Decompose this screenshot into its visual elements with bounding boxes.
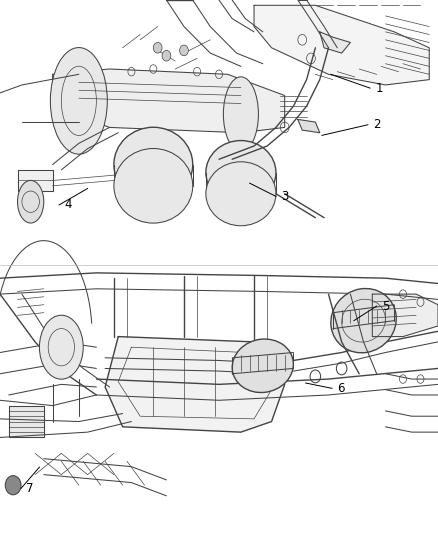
Ellipse shape [50, 47, 107, 154]
Circle shape [162, 51, 171, 61]
Text: 6: 6 [337, 382, 345, 395]
Text: 4: 4 [64, 198, 72, 212]
Text: 7: 7 [26, 482, 34, 495]
Polygon shape [298, 119, 320, 133]
Text: 5: 5 [382, 300, 389, 312]
Text: 2: 2 [373, 118, 381, 131]
Text: 1: 1 [375, 82, 383, 95]
Ellipse shape [331, 288, 396, 353]
Ellipse shape [206, 162, 276, 226]
Ellipse shape [18, 180, 44, 223]
Polygon shape [254, 5, 429, 85]
Polygon shape [18, 170, 53, 191]
Circle shape [5, 475, 21, 495]
Polygon shape [320, 32, 350, 53]
Polygon shape [372, 294, 438, 336]
Ellipse shape [114, 149, 193, 223]
Ellipse shape [232, 339, 293, 392]
Text: 3: 3 [281, 190, 289, 203]
Polygon shape [105, 336, 285, 432]
Ellipse shape [114, 127, 193, 202]
Circle shape [180, 45, 188, 56]
Ellipse shape [39, 315, 83, 379]
Circle shape [153, 43, 162, 53]
Ellipse shape [206, 141, 276, 205]
Polygon shape [53, 69, 285, 133]
Ellipse shape [223, 77, 258, 151]
Polygon shape [9, 406, 44, 438]
